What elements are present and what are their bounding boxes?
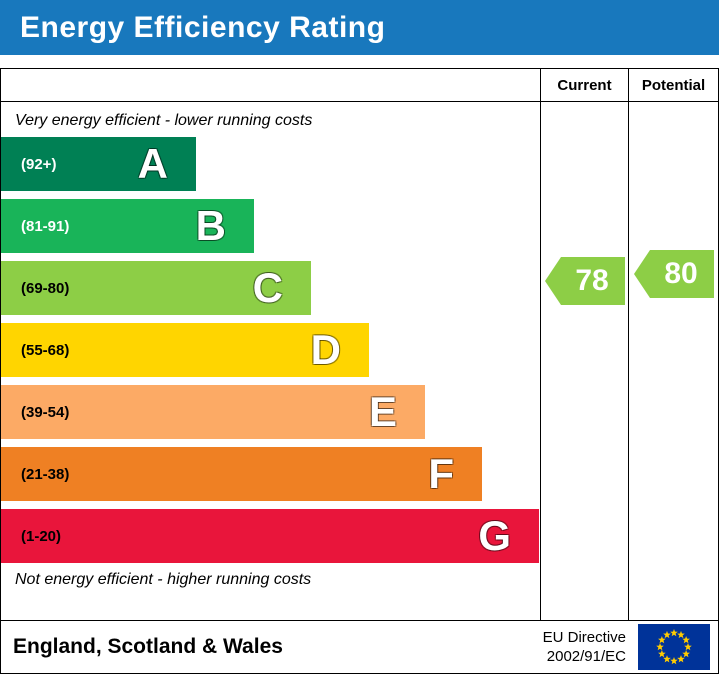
page-title: Energy Efficiency Rating xyxy=(20,10,386,44)
band-e: (39-54) E xyxy=(1,385,425,439)
column-header-row: Current Potential xyxy=(1,69,718,102)
band-f-range: (21-38) xyxy=(21,465,70,483)
band-b: (81-91) B xyxy=(1,199,254,253)
band-g-letter: G xyxy=(478,512,511,559)
chart-body: Very energy efficient - lower running co… xyxy=(1,102,718,620)
band-b-letter: B xyxy=(195,202,226,249)
band-a: (92+) A xyxy=(1,137,196,191)
top-note: Very energy efficient - lower running co… xyxy=(15,112,313,129)
potential-column xyxy=(628,102,718,620)
band-d-letter: D xyxy=(310,326,341,373)
band-f: (21-38) F xyxy=(1,447,482,501)
band-g-range: (1-20) xyxy=(21,527,62,545)
band-f-letter: F xyxy=(428,450,454,497)
band-b-range: (81-91) xyxy=(21,217,70,235)
potential-rating-arrow: 80 xyxy=(634,250,714,298)
band-d: (55-68) D xyxy=(1,323,369,377)
header-spacer xyxy=(1,69,540,101)
band-g: (1-20) G xyxy=(1,509,539,563)
bands-area: Very energy efficient - lower running co… xyxy=(1,102,540,620)
eu-directive-line2: 2002/91/EC xyxy=(546,648,626,665)
current-rating-value: 78 xyxy=(575,264,609,297)
band-a-range: (92+) xyxy=(21,155,57,173)
eu-directive-line1: EU Directive xyxy=(542,628,626,646)
band-e-letter: E xyxy=(368,388,397,435)
potential-rating-value: 80 xyxy=(664,257,698,290)
rating-chart: Current Potential Very energy efficient … xyxy=(0,68,719,621)
band-e-range: (39-54) xyxy=(21,403,70,421)
current-rating-arrow: 78 xyxy=(545,257,625,305)
column-header-current: Current xyxy=(540,69,628,101)
band-a-letter: A xyxy=(137,140,168,187)
eu-flag-icon xyxy=(638,624,710,670)
region-label: England, Scotland & Wales xyxy=(13,635,283,658)
title-bar: Energy Efficiency Rating xyxy=(0,0,719,55)
bottom-note: Not energy efficient - higher running co… xyxy=(15,571,312,588)
bands: (92+) A (81-91) B (69-80) C (55-68) D xyxy=(1,137,540,563)
band-c: (69-80) C xyxy=(1,261,311,315)
band-d-range: (55-68) xyxy=(21,341,70,359)
column-header-potential: Potential xyxy=(628,69,718,101)
current-column xyxy=(540,102,628,620)
footer: England, Scotland & Wales EU Directive 2… xyxy=(0,620,719,674)
eu-directive-label: EU Directive 2002/91/EC xyxy=(543,628,626,667)
band-c-letter: C xyxy=(252,264,283,311)
band-c-range: (69-80) xyxy=(21,279,70,297)
